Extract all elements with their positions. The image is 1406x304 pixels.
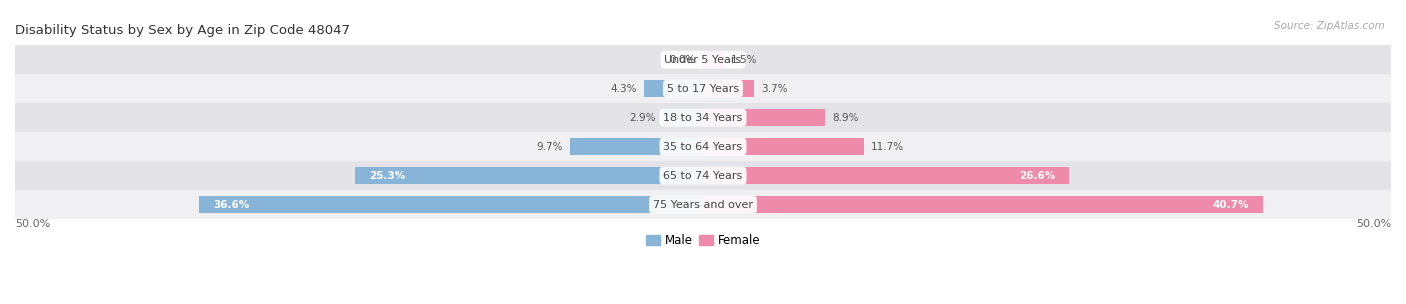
Text: 1.5%: 1.5% <box>731 55 756 65</box>
Bar <box>354 167 703 184</box>
Bar <box>703 167 1069 184</box>
Text: 18 to 34 Years: 18 to 34 Years <box>664 113 742 123</box>
Text: 2.9%: 2.9% <box>630 113 657 123</box>
Text: Disability Status by Sex by Age in Zip Code 48047: Disability Status by Sex by Age in Zip C… <box>15 24 350 37</box>
Text: 26.6%: 26.6% <box>1019 171 1056 181</box>
Legend: Male, Female: Male, Female <box>641 229 765 251</box>
Text: Source: ZipAtlas.com: Source: ZipAtlas.com <box>1274 21 1385 31</box>
Bar <box>644 80 703 97</box>
Bar <box>569 138 703 155</box>
Bar <box>703 109 825 126</box>
Bar <box>200 196 703 213</box>
Text: 50.0%: 50.0% <box>15 219 51 229</box>
Bar <box>664 109 703 126</box>
Text: 4.3%: 4.3% <box>610 84 637 94</box>
Text: 65 to 74 Years: 65 to 74 Years <box>664 171 742 181</box>
Text: 0.0%: 0.0% <box>669 55 696 65</box>
Text: 5 to 17 Years: 5 to 17 Years <box>666 84 740 94</box>
Bar <box>15 45 1391 74</box>
Text: 50.0%: 50.0% <box>1355 219 1391 229</box>
Bar <box>15 161 1391 190</box>
Text: 36.6%: 36.6% <box>214 200 249 209</box>
Text: 11.7%: 11.7% <box>870 142 904 152</box>
Text: 3.7%: 3.7% <box>761 84 787 94</box>
Bar <box>15 74 1391 103</box>
Bar <box>703 51 724 68</box>
Text: 25.3%: 25.3% <box>368 171 405 181</box>
Text: 40.7%: 40.7% <box>1213 200 1250 209</box>
Text: 9.7%: 9.7% <box>536 142 562 152</box>
Text: 75 Years and over: 75 Years and over <box>652 200 754 209</box>
Bar <box>15 103 1391 132</box>
Text: Under 5 Years: Under 5 Years <box>665 55 741 65</box>
Text: 35 to 64 Years: 35 to 64 Years <box>664 142 742 152</box>
Bar <box>15 132 1391 161</box>
Text: 8.9%: 8.9% <box>832 113 859 123</box>
Bar <box>703 80 754 97</box>
Bar <box>703 196 1263 213</box>
Bar <box>703 138 865 155</box>
Bar <box>15 190 1391 219</box>
